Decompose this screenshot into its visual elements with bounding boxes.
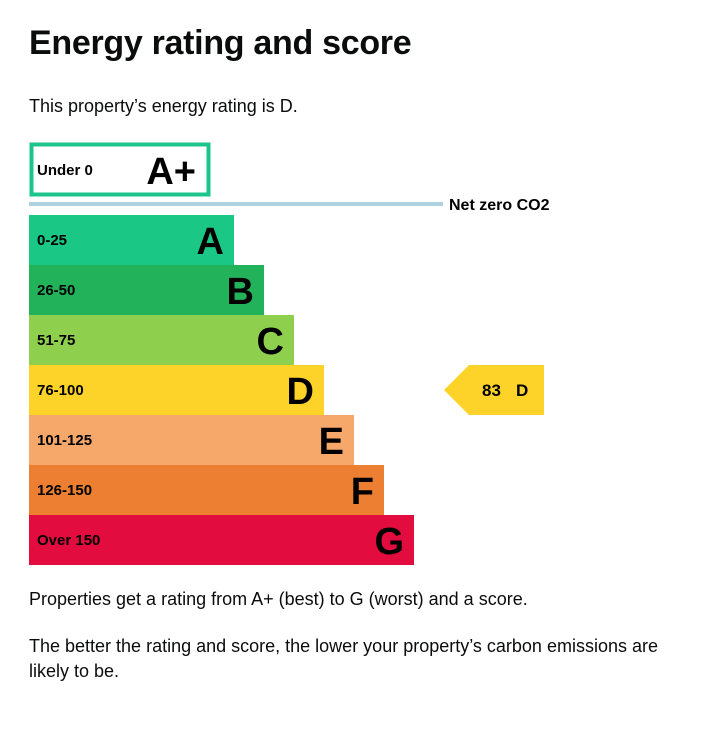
band-g-letter: G — [374, 521, 404, 563]
current-rating-pointer — [444, 365, 544, 415]
band-c-bar — [29, 315, 294, 365]
band-f-range: 126-150 — [37, 482, 92, 499]
rating-explanation-text: Properties get a rating from A+ (best) t… — [29, 589, 528, 609]
band-g-bar — [29, 515, 414, 565]
band-e-range: 101-125 — [37, 432, 92, 449]
carbon-emissions-text: The better the rating and score, the low… — [29, 636, 658, 681]
current-score: 83 — [482, 381, 501, 400]
band-a-letter: A — [197, 221, 224, 263]
band-f-bar — [29, 465, 384, 515]
band-c-range: 51-75 — [37, 332, 75, 349]
band-g-range: Over 150 — [37, 532, 100, 549]
band-aplus-letter: A+ — [146, 151, 196, 193]
net-zero-label: Net zero CO2 — [449, 197, 550, 214]
band-b-letter: B — [227, 271, 254, 313]
band-e-letter: E — [319, 421, 344, 463]
band-c-letter: C — [257, 321, 284, 363]
rating-intro-text: This property’s energy rating is D. — [29, 96, 298, 116]
band-b-range: 26-50 — [37, 282, 75, 299]
band-d-bar — [29, 365, 324, 415]
band-f-letter: F — [351, 471, 374, 513]
energy-rating-chart: Under 0 A+ Net zero CO2 0-25 A 26-50 B 51-75 C 76… — [29, 142, 550, 565]
band-b-bar — [29, 265, 264, 315]
band-a-bar — [29, 215, 234, 265]
band-a-range: 0-25 — [37, 232, 67, 249]
band-aplus-box — [29, 142, 211, 197]
current-rating-letter: D — [516, 381, 528, 400]
band-d-range: 76-100 — [37, 382, 84, 399]
band-aplus-range: Under 0 — [37, 162, 93, 179]
band-d-letter: D — [287, 371, 314, 413]
band-e-bar — [29, 415, 354, 465]
page-title: Energy rating and score — [29, 24, 412, 62]
